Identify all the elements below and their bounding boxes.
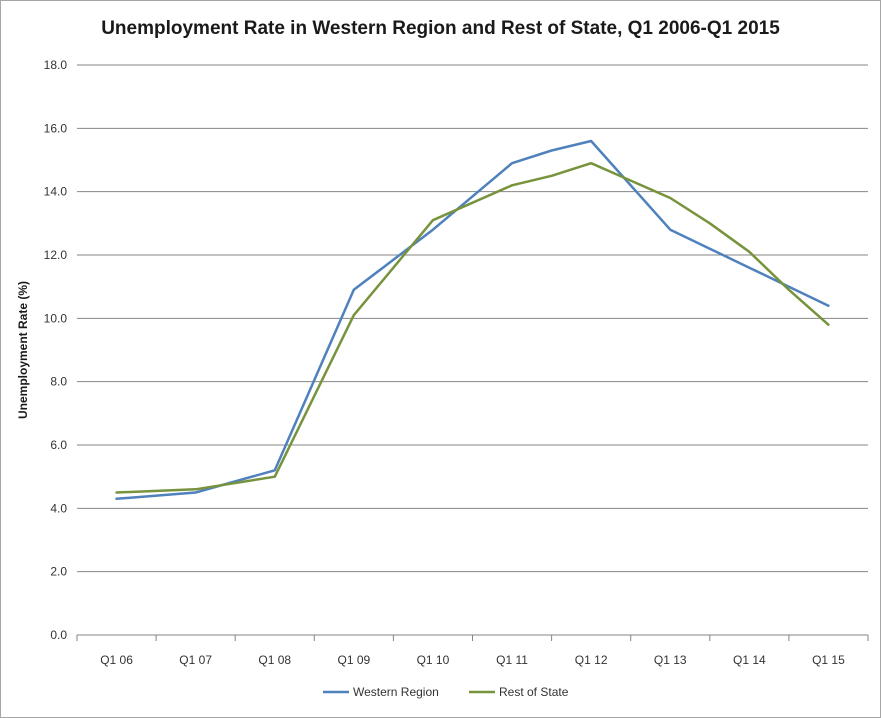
grid-lines <box>77 64 868 573</box>
series-lines <box>115 139 830 501</box>
y-tick-label: 16.0 <box>44 121 68 135</box>
x-tick-label: Q1 13 <box>654 653 687 667</box>
y-tick-label: 18.0 <box>44 58 68 72</box>
y-tick-label: 10.0 <box>44 311 68 325</box>
legend: Western Region Rest of State <box>323 685 569 699</box>
legend-label: Rest of State <box>499 685 569 699</box>
x-tick-label: Q1 07 <box>179 653 212 667</box>
chart-title: Unemployment Rate in Western Region and … <box>101 18 780 39</box>
legend-label: Western Region <box>353 685 439 699</box>
x-tick-label: Q1 11 <box>496 653 528 667</box>
x-tick-label: Q1 08 <box>258 653 291 667</box>
y-tick-label: 12.0 <box>44 248 68 262</box>
x-tick-label: Q1 15 <box>812 653 845 667</box>
y-tick-label: 4.0 <box>50 501 67 515</box>
x-tick-label: Q1 12 <box>575 653 608 667</box>
x-tick-label: Q1 06 <box>100 653 133 667</box>
series-line-1 <box>115 161 830 494</box>
y-tick-label: 6.0 <box>50 438 67 452</box>
x-tick-labels: Q1 06 Q1 07 Q1 08 Q1 09 Q1 10 Q1 11 Q1 12 Q1 13… <box>76 635 869 667</box>
y-tick-label: 0.0 <box>50 628 67 642</box>
x-tick-label: Q1 10 <box>417 653 450 667</box>
y-tick-labels: 0.0 2.0 4.0 6.0 8.0 10.0 12.0 14.0 16.0 18.0 <box>44 58 68 642</box>
y-tick-label: 14.0 <box>44 185 68 199</box>
y-tick-label: 8.0 <box>50 375 67 389</box>
series-line-0 <box>115 139 830 501</box>
x-tick-label: Q1 14 <box>733 653 766 667</box>
y-tick-label: 2.0 <box>50 565 67 579</box>
y-axis-label: Unemployment Rate (%) <box>16 281 30 419</box>
x-tick-label: Q1 09 <box>337 653 370 667</box>
